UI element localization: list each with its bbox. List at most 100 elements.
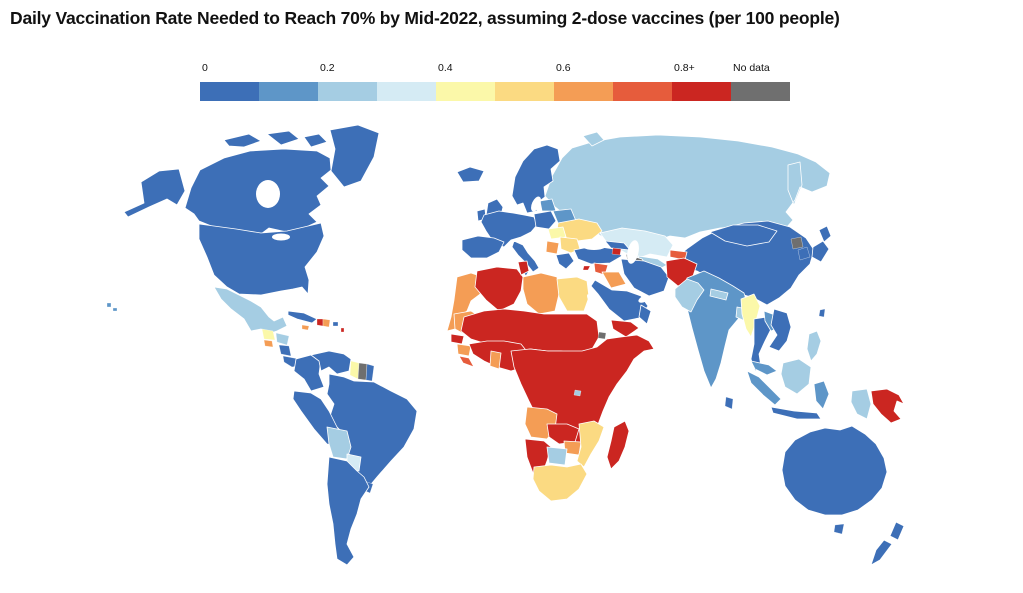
region-new-zealand (870, 521, 905, 566)
region-alaska (123, 168, 186, 218)
legend-tick-label: No data (733, 62, 770, 74)
region-nicaragua (278, 344, 292, 357)
legend-bar (200, 82, 790, 101)
region-myanmar (740, 293, 761, 338)
page-title: Daily Vaccination Rate Needed to Reach 7… (10, 8, 840, 28)
legend-swatch-0.4 (436, 82, 495, 101)
region-sri-lanka (724, 396, 734, 410)
region-argentina-chile (326, 456, 370, 566)
region-scandinavia (511, 144, 561, 214)
region-philippines (806, 330, 822, 362)
region-borneo (780, 358, 812, 395)
region-mongolia (709, 224, 778, 247)
region-sulawesi (813, 380, 830, 410)
region-egypt (556, 276, 590, 312)
legend-tick-label: 0.6 (556, 62, 571, 74)
region-french-guiana (365, 363, 375, 382)
region-el-salvador (263, 339, 274, 348)
legend-swatch-0.2 (318, 82, 377, 101)
legend-swatch-0.1 (259, 82, 318, 101)
region-sumatra (746, 370, 782, 406)
legend-swatch-0.5 (495, 82, 554, 101)
region-north-korea (790, 236, 804, 250)
region-lesser-antilles (340, 327, 345, 333)
legend-tick-label: 0 (202, 62, 208, 74)
region-west-papua (850, 388, 872, 420)
legend-swatch-0.3 (377, 82, 436, 101)
region-south-korea (797, 246, 811, 261)
legend-tick-labels: 0 0.2 0.4 0.6 0.8+ No data (200, 62, 792, 76)
legend-swatch-0.7 (613, 82, 672, 101)
great-lakes-sea (272, 233, 290, 241)
region-guyana (349, 360, 360, 380)
region-tunisia (517, 260, 530, 276)
region-sierra-leone-liberia (458, 355, 475, 368)
region-tasmania (833, 523, 845, 535)
legend-tick-label: 0.4 (438, 62, 453, 74)
region-iraq (601, 271, 627, 289)
region-rwanda (573, 389, 582, 397)
hudson-bay-sea (256, 180, 280, 208)
region-pakistan (674, 278, 705, 313)
region-yemen (610, 319, 640, 338)
region-ghana (489, 350, 502, 370)
region-iberia (461, 235, 505, 259)
legend-swatch-no-data (731, 82, 790, 101)
region-guinea (456, 343, 472, 357)
region-venezuela (310, 350, 352, 375)
region-vietnam-cambodia (768, 308, 792, 352)
region-armenia (611, 247, 622, 256)
region-oman (638, 304, 652, 325)
region-mexico (213, 286, 288, 334)
region-greece (555, 252, 575, 270)
region-haiti (316, 318, 324, 327)
region-zambia (546, 423, 580, 445)
region-djibouti (597, 331, 607, 340)
region-algeria (474, 266, 524, 312)
world-map-svg (106, 124, 905, 566)
region-greenland (329, 124, 380, 188)
region-honduras (275, 332, 290, 346)
region-taiwan (818, 308, 826, 318)
region-botswana (546, 446, 568, 466)
legend-tick-label: 0.2 (320, 62, 335, 74)
region-cyprus (582, 265, 591, 271)
region-hungary-slovakia (547, 226, 567, 240)
region-papua-new-guinea (870, 388, 905, 424)
region-novaya-zemlya (582, 131, 605, 147)
region-java (770, 406, 822, 420)
legend-swatch-0.8+ (672, 82, 731, 101)
persian-gulf-sea (638, 295, 650, 303)
region-iceland (456, 166, 485, 183)
region-mozambique (576, 420, 605, 468)
black-sea (581, 240, 607, 250)
region-india (682, 270, 749, 389)
region-australia (781, 425, 888, 516)
caspian-sea (627, 240, 639, 264)
baltic-sea (531, 196, 541, 212)
region-balkans (545, 240, 560, 255)
region-libya (522, 272, 560, 315)
legend-swatch-0.0 (200, 82, 259, 101)
region-cuba (287, 310, 318, 324)
region-usa (198, 222, 325, 296)
legend-tick-label: 0.8+ (674, 62, 695, 74)
region-dominican-republic (322, 318, 331, 328)
region-japan (811, 225, 832, 263)
region-canada (184, 130, 332, 235)
region-iran (620, 258, 670, 297)
region-madagascar (606, 420, 630, 470)
region-suriname (357, 362, 368, 381)
region-malaysia (750, 360, 778, 376)
region-guatemala (261, 328, 276, 341)
region-senegal (450, 333, 465, 345)
legend-swatch-0.6 (554, 82, 613, 101)
legend: 0 0.2 0.4 0.6 0.8+ No data (200, 62, 792, 104)
region-puerto-rico (332, 321, 339, 327)
region-saudi-arabia (590, 279, 649, 322)
region-nepal (709, 288, 729, 301)
region-poland (533, 210, 557, 230)
region-jamaica (301, 324, 310, 331)
region-south-africa (532, 463, 588, 502)
